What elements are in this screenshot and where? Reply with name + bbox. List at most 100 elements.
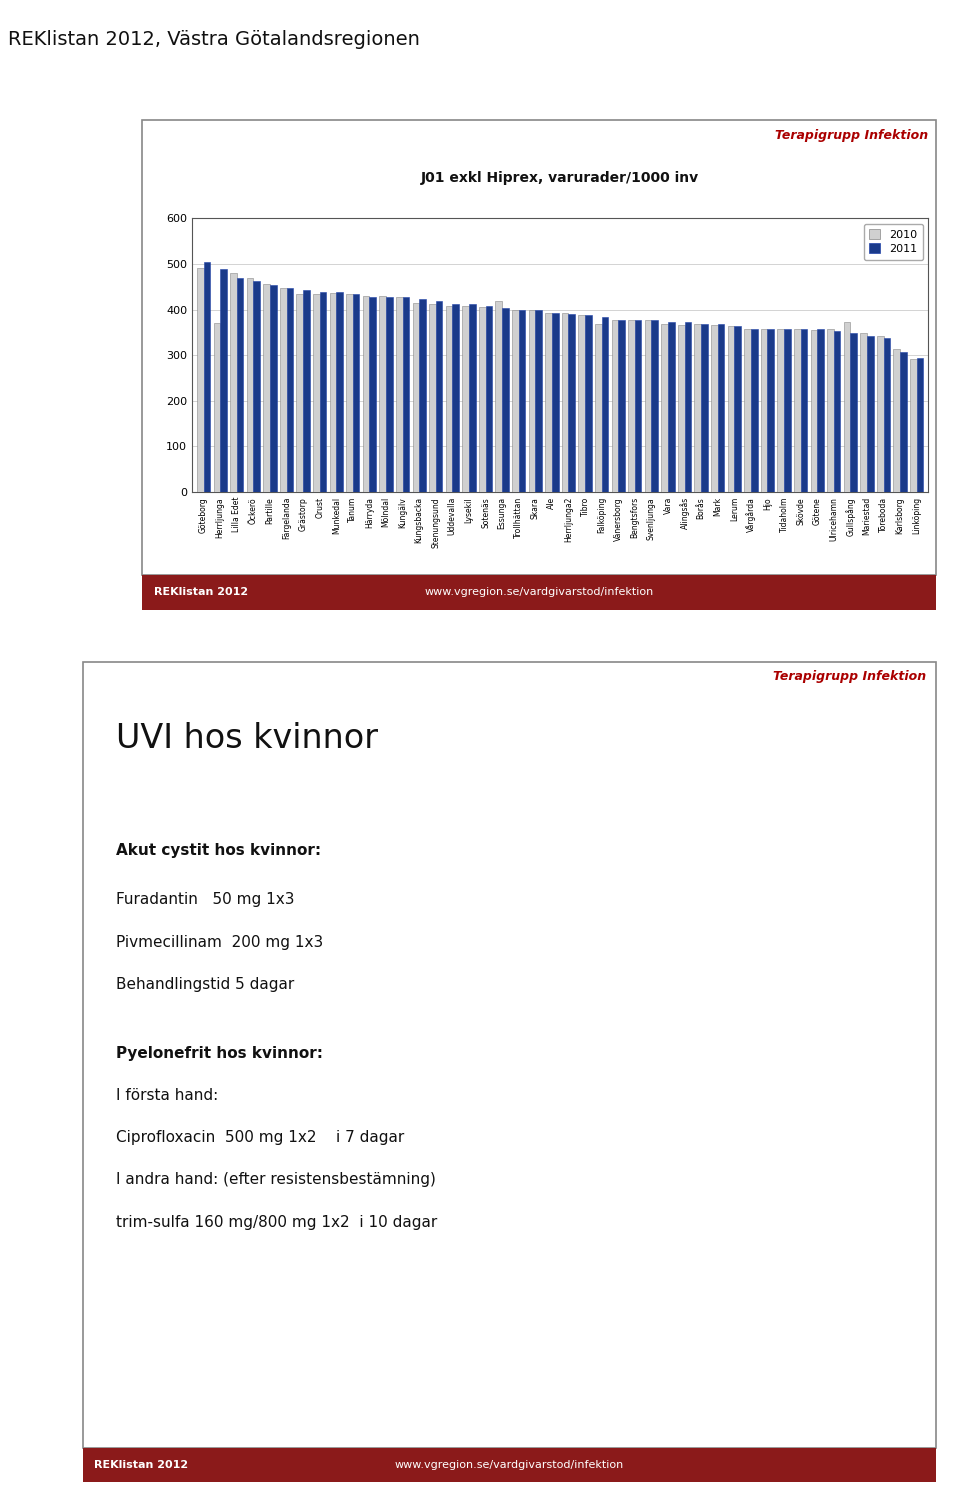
- Bar: [468, 304, 475, 492]
- Bar: [917, 358, 924, 492]
- Bar: [635, 319, 641, 492]
- Bar: [894, 349, 900, 492]
- Bar: [329, 292, 336, 492]
- Bar: [536, 310, 541, 492]
- Bar: [512, 310, 518, 492]
- Bar: [778, 330, 784, 492]
- Bar: [684, 322, 691, 492]
- Bar: [618, 319, 625, 492]
- Text: Terapigrupp Infektion: Terapigrupp Infektion: [775, 129, 928, 143]
- Bar: [363, 296, 370, 492]
- Text: REKlistan 2012, Västra Götalandsregionen: REKlistan 2012, Västra Götalandsregionen: [8, 30, 420, 50]
- Bar: [628, 319, 635, 492]
- Bar: [445, 306, 452, 492]
- Bar: [767, 328, 774, 492]
- Bar: [353, 295, 359, 492]
- Bar: [602, 318, 609, 492]
- Bar: [694, 324, 701, 492]
- Text: Pivmecillinam  200 mg 1x3: Pivmecillinam 200 mg 1x3: [116, 935, 324, 950]
- Bar: [595, 324, 602, 492]
- Bar: [568, 313, 575, 492]
- Bar: [701, 324, 708, 492]
- Text: UVI hos kvinnor: UVI hos kvinnor: [116, 722, 378, 756]
- Text: trim-sulfa 160 mg/800 mg 1x2  i 10 dagar: trim-sulfa 160 mg/800 mg 1x2 i 10 dagar: [116, 1215, 438, 1230]
- Bar: [495, 301, 502, 492]
- Bar: [900, 352, 907, 492]
- Bar: [336, 292, 343, 492]
- Bar: [386, 296, 393, 492]
- Bar: [612, 321, 618, 492]
- Bar: [286, 287, 293, 492]
- Bar: [253, 281, 260, 492]
- Bar: [810, 330, 817, 492]
- Bar: [744, 328, 751, 492]
- Bar: [860, 333, 867, 492]
- Bar: [320, 292, 326, 492]
- Text: www.vgregion.se/vardgivarstod/infektion: www.vgregion.se/vardgivarstod/infektion: [395, 1460, 624, 1470]
- Bar: [678, 325, 684, 492]
- Text: REKlistan 2012: REKlistan 2012: [94, 1460, 188, 1470]
- Bar: [910, 358, 917, 492]
- Bar: [347, 293, 353, 492]
- Text: Akut cystit hos kvinnor:: Akut cystit hos kvinnor:: [116, 843, 322, 858]
- Text: Furadantin   50 mg 1x3: Furadantin 50 mg 1x3: [116, 892, 295, 908]
- Bar: [237, 278, 244, 492]
- Bar: [479, 307, 486, 492]
- Bar: [379, 296, 386, 492]
- Bar: [247, 278, 253, 492]
- Bar: [844, 322, 851, 492]
- Text: J01 exkl Hiprex, varurader/1000 inv: J01 exkl Hiprex, varurader/1000 inv: [421, 172, 699, 185]
- Bar: [867, 336, 874, 492]
- Bar: [204, 262, 210, 492]
- Bar: [396, 296, 402, 492]
- Bar: [552, 313, 559, 492]
- Text: VGR: VGR: [902, 590, 920, 594]
- Bar: [297, 293, 303, 492]
- Bar: [230, 272, 237, 492]
- Bar: [463, 306, 468, 492]
- Bar: [197, 268, 204, 492]
- Bar: [794, 330, 801, 492]
- Bar: [313, 293, 320, 492]
- Bar: [668, 322, 675, 492]
- Bar: [213, 324, 220, 492]
- Bar: [761, 328, 767, 492]
- Bar: [429, 304, 436, 492]
- Bar: [652, 319, 658, 492]
- Circle shape: [885, 1451, 927, 1479]
- Bar: [529, 310, 536, 492]
- Bar: [817, 328, 824, 492]
- Text: VGR: VGR: [898, 1463, 915, 1467]
- Bar: [518, 310, 525, 492]
- Bar: [452, 304, 459, 492]
- Bar: [645, 321, 652, 492]
- Bar: [734, 327, 741, 492]
- Bar: [728, 327, 734, 492]
- Bar: [413, 303, 420, 492]
- Text: www.vgregion.se/vardgivarstod/infektion: www.vgregion.se/vardgivarstod/infektion: [424, 587, 654, 597]
- Text: Pyelonefrit hos kvinnor:: Pyelonefrit hos kvinnor:: [116, 1046, 324, 1061]
- Bar: [883, 337, 890, 492]
- Bar: [784, 328, 791, 492]
- Bar: [303, 290, 310, 492]
- Bar: [436, 301, 443, 492]
- Text: I första hand:: I första hand:: [116, 1088, 219, 1103]
- Bar: [370, 296, 376, 492]
- Text: REKlistan 2012: REKlistan 2012: [154, 587, 248, 597]
- Bar: [718, 324, 725, 492]
- Bar: [579, 315, 585, 492]
- Legend: 2010, 2011: 2010, 2011: [864, 224, 923, 260]
- Bar: [751, 328, 757, 492]
- Bar: [585, 315, 591, 492]
- Bar: [280, 287, 286, 492]
- Text: Ciprofloxacin  500 mg 1x2    i 7 dagar: Ciprofloxacin 500 mg 1x2 i 7 dagar: [116, 1130, 404, 1145]
- Bar: [545, 313, 552, 492]
- Bar: [834, 331, 840, 492]
- Bar: [876, 336, 883, 492]
- Bar: [711, 325, 718, 492]
- Text: Terapigrupp Infektion: Terapigrupp Infektion: [773, 670, 926, 683]
- Bar: [420, 299, 426, 492]
- Bar: [828, 330, 834, 492]
- Circle shape: [890, 578, 932, 607]
- Bar: [801, 328, 807, 492]
